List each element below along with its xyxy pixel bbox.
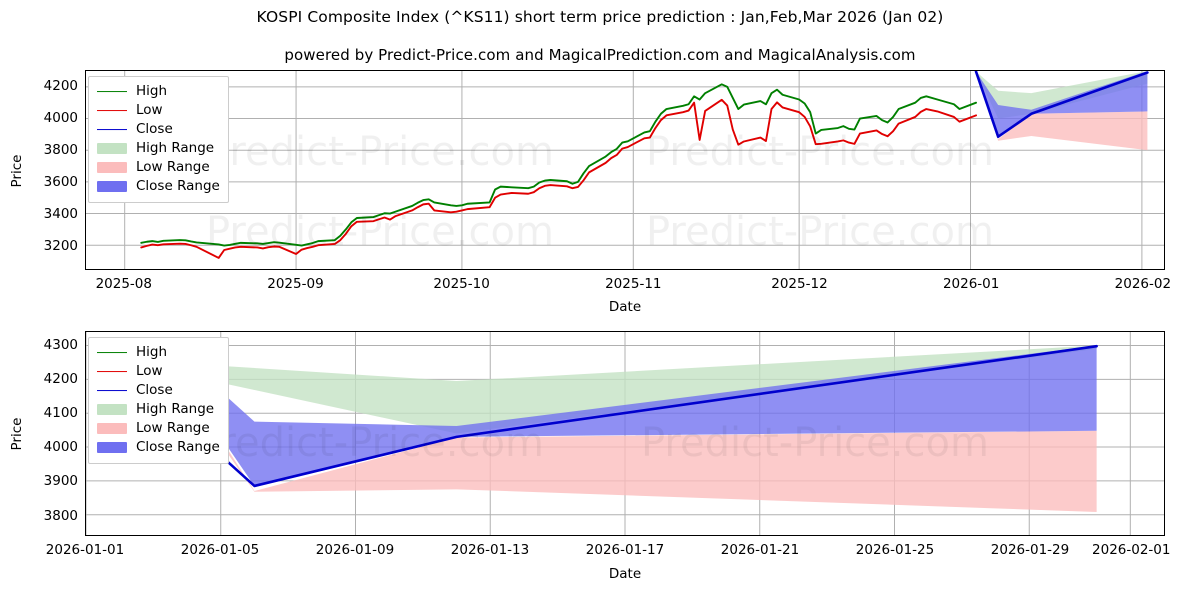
legend-item-low-range: Low Range	[97, 158, 220, 177]
x-tick-label: 2025-11	[605, 276, 662, 292]
x-tick-label: 2026-02	[1114, 276, 1172, 292]
legend-swatch-line-icon	[97, 384, 127, 397]
legend-swatch-line-icon	[97, 365, 127, 378]
legend-item-low: Low	[97, 362, 220, 381]
chart-top-canvas	[86, 71, 1164, 269]
legend-swatch-band-icon	[97, 162, 127, 173]
y-tick-label: 3800	[43, 142, 78, 158]
band-low-range	[976, 71, 1148, 151]
chart-bottom[interactable]: Predict-Price.com Predict-Price.com	[85, 331, 1165, 536]
legend-top: High Low Close High Range Low Range Close Ran…	[88, 76, 229, 203]
legend-item-label: Close	[136, 381, 173, 398]
legend-bottom: High Low Close High Range Low Range Close Ran…	[88, 337, 229, 464]
x-tick-label: 2025-12	[771, 276, 828, 292]
legend-item-label: Low Range	[136, 419, 210, 436]
band-high-range	[119, 345, 1097, 434]
x-tick-label: 2026-01-09	[315, 542, 395, 558]
series-low	[141, 100, 976, 258]
y-tick-label: 4300	[43, 336, 78, 353]
x-axis-ticks-top: 2025-08 2025-09 2025-10 2025-11 2025-12 2026-…	[85, 276, 1171, 298]
x-tick-label: 2026-01-29	[990, 542, 1070, 558]
legend-item-label: Close	[136, 120, 173, 137]
chart-bottom-canvas	[86, 332, 1164, 535]
x-tick-label: 2026-01-05	[180, 542, 260, 558]
x-tick-label: 2026-01-17	[585, 542, 665, 558]
x-axis-ticks-bottom: 2026-01-01 2026-01-05 2026-01-09 2026-01-13…	[46, 542, 1171, 564]
legend-item-label: Close Range	[136, 438, 220, 455]
page-title: KOSPI Composite Index (^KS11) short term…	[256, 8, 944, 26]
x-tick-label: 2025-09	[267, 276, 324, 292]
legend-item-label: Low Range	[136, 158, 210, 175]
legend-swatch-line-icon	[97, 346, 127, 359]
legend-swatch-band-icon	[97, 181, 127, 192]
legend-item-low-range: Low Range	[97, 419, 220, 438]
legend-item-high-range: High Range	[97, 139, 220, 158]
legend-swatch-band-icon	[97, 442, 127, 453]
legend-item-label: Low	[136, 101, 163, 118]
y-tick-label: 4000	[43, 110, 78, 126]
chart-top[interactable]: Predict-Price.com Predict-Price.com Pred…	[85, 70, 1165, 270]
x-axis-label-top: Date	[608, 299, 642, 315]
legend-item-label: Low	[136, 362, 163, 379]
y-tick-label: 4200	[43, 370, 78, 387]
legend-item-close: Close	[97, 381, 220, 400]
y-tick-label: 3200	[43, 238, 78, 254]
x-tick-label: 2025-08	[95, 276, 152, 292]
y-axis-label-top: Price	[9, 154, 25, 188]
legend-item-label: High Range	[136, 400, 215, 417]
legend-item-label: High	[136, 343, 168, 360]
page-subtitle: powered by Predict-Price.com and Magical…	[284, 46, 916, 64]
y-tick-label: 3800	[43, 507, 78, 524]
legend-item-high-range: High Range	[97, 400, 220, 419]
legend-swatch-band-icon	[97, 423, 127, 434]
x-tick-label: 2026-01-21	[720, 542, 800, 558]
y-axis-ticks-top: 3200 3400 3600 3800 4000 4200	[4, 70, 78, 270]
y-tick-label: 3600	[43, 174, 78, 190]
legend-swatch-line-icon	[97, 104, 127, 117]
band-low-range	[119, 345, 1097, 512]
x-tick-label: 2026-01-25	[855, 542, 935, 558]
legend-swatch-band-icon	[97, 143, 127, 154]
x-tick-label: 2026-02-01	[1092, 542, 1171, 558]
y-tick-label: 4100	[43, 405, 78, 421]
legend-item-close-range: Close Range	[97, 177, 220, 196]
legend-item-close-range: Close Range	[97, 438, 220, 457]
y-tick-label: 4200	[43, 78, 78, 94]
y-tick-label: 3900	[43, 473, 78, 490]
x-tick-label: 2026-01	[942, 276, 1000, 292]
legend-item-label: High	[136, 82, 168, 99]
y-axis-ticks-bottom: 3800 3900 4000 4100 4200 4300	[4, 331, 78, 536]
legend-item-label: Close Range	[136, 177, 220, 194]
x-tick-label: 2026-01-13	[450, 542, 530, 558]
y-tick-label: 3400	[43, 206, 78, 222]
series-high	[141, 84, 976, 245]
legend-item-low: Low	[97, 101, 220, 120]
legend-swatch-line-icon	[97, 123, 127, 136]
legend-item-high: High	[97, 343, 220, 362]
y-axis-label-bottom: Price	[9, 417, 25, 451]
x-axis-label-bottom: Date	[608, 566, 642, 582]
legend-swatch-band-icon	[97, 404, 127, 415]
legend-item-label: High Range	[136, 139, 215, 156]
x-tick-label: 2026-01-01	[45, 542, 125, 558]
x-tick-label: 2025-10	[433, 276, 490, 292]
band-high-range	[976, 71, 1148, 119]
legend-item-high: High	[97, 82, 220, 101]
legend-item-close: Close	[97, 120, 220, 139]
legend-swatch-line-icon	[97, 85, 127, 98]
y-tick-label: 4000	[43, 439, 78, 456]
series-close	[976, 72, 1147, 137]
